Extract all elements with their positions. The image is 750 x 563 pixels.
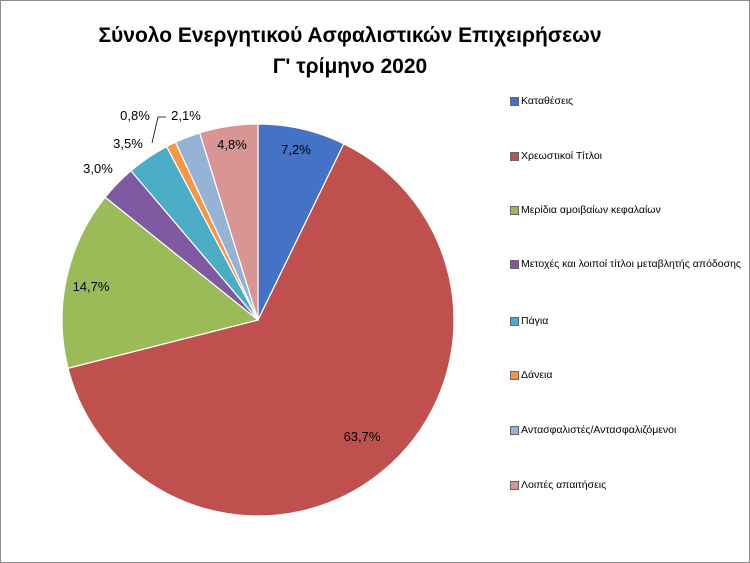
legend-label: Δάνεια (521, 369, 553, 381)
legend-label: Αντασφαλιστές/Αντασφαλιζόμενοι (521, 424, 677, 436)
data-label: 0,8% (120, 108, 150, 123)
legend-swatch (510, 206, 519, 215)
legend-swatch (510, 260, 519, 269)
legend-swatch (510, 426, 519, 435)
data-label: 4,8% (217, 137, 247, 152)
legend-label: Μετοχές και λοιποί τίτλοι μεταβλητής από… (521, 258, 741, 270)
data-label: 3,5% (113, 136, 143, 151)
legend-label: Χρεωστικοί Τίτλοι (521, 150, 602, 162)
legend-label: Λοιπές απαιτήσεις (521, 479, 607, 491)
pie-slice (61, 196, 260, 369)
pie-slice (198, 123, 259, 321)
legend-label: Μερίδια αμοιβαίων κεφαλαίων (521, 204, 661, 216)
legend-swatch (510, 481, 519, 490)
legend-swatch (510, 97, 519, 106)
data-label: 63,7% (344, 429, 381, 444)
leader-line (151, 116, 166, 144)
legend-swatch (510, 317, 519, 326)
chart-title-block: Σύνολο Ενεργητικού Ασφαλιστικών Επιχειρή… (0, 20, 700, 82)
legend-swatch (510, 152, 519, 161)
chart-subtitle: Γ' τρίμηνο 2020 (272, 55, 428, 78)
legend-label: Καταθέσεις (521, 95, 574, 107)
data-label: 7,2% (281, 142, 311, 157)
legend-label: Πάγια (521, 315, 549, 327)
data-label: 2,1% (171, 108, 201, 123)
pie-slice (67, 142, 455, 517)
legend-swatch (510, 371, 519, 380)
data-label: 14,7% (73, 279, 110, 294)
chart-title: Σύνολο Ενεργητικού Ασφαλιστικών Επιχειρή… (98, 24, 602, 47)
data-label: 3,0% (83, 161, 113, 176)
